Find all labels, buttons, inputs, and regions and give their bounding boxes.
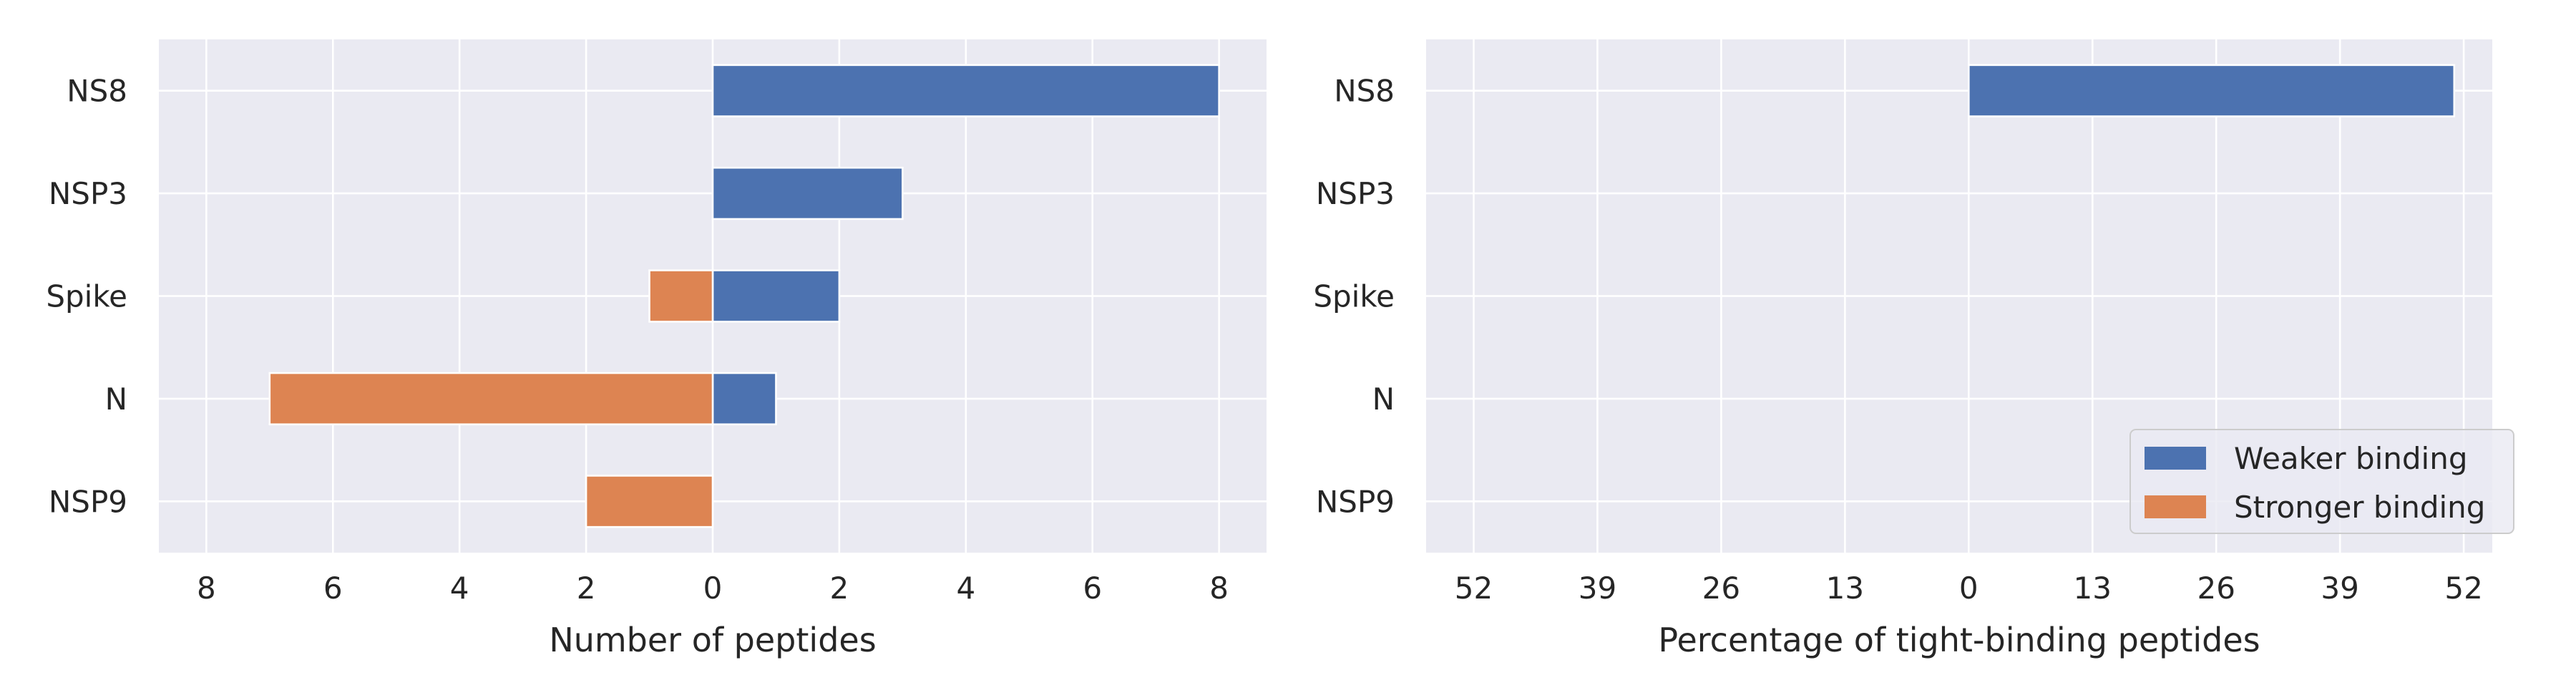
legend-swatch xyxy=(2145,447,2206,470)
x-tick-label: 4 xyxy=(956,571,975,606)
legend-label: Stronger binding xyxy=(2234,490,2485,525)
y-tick-label: NSP3 xyxy=(49,176,127,211)
bar-stronger-nsp9 xyxy=(585,475,714,528)
x-tick-label: 6 xyxy=(1083,571,1102,606)
legend: Weaker binding Stronger binding xyxy=(2129,429,2514,534)
y-tick-label: NS8 xyxy=(1334,74,1395,109)
y-tick-label: Spike xyxy=(1313,279,1395,314)
y-tick-label: NSP9 xyxy=(1316,484,1395,519)
x-tick-label: 6 xyxy=(323,571,343,606)
y-tick-label: Spike xyxy=(46,279,127,314)
y-tick-label: NSP9 xyxy=(49,484,127,519)
chart-panel-1: 8 6 4 2 0 2 4 6 8 NS8 NSP3 Spike N NSP9 Number of pept… xyxy=(46,39,1267,659)
legend-box xyxy=(2129,429,2514,534)
x-tick-label: 4 xyxy=(450,571,469,606)
x-tick-label: 26 xyxy=(2197,571,2235,606)
x-tick-label: 0 xyxy=(1959,571,1979,606)
x-tick-label: 13 xyxy=(1826,571,1864,606)
y-tick-label: NS8 xyxy=(67,74,127,109)
x-tick-label: 8 xyxy=(1209,571,1229,606)
y-tick-label: N xyxy=(105,382,127,417)
x-axis-label: Number of peptides xyxy=(549,621,876,659)
bar-weaker-ns8 xyxy=(711,64,1220,117)
x-tick-label: 52 xyxy=(1455,571,1493,606)
chart-panel-2: 52 39 26 13 0 13 26 39 52 NS8 NSP3 Spike N NSP9 Percen… xyxy=(1313,39,2514,659)
x-tick-label: 13 xyxy=(2074,571,2112,606)
legend-swatch xyxy=(2145,495,2206,518)
bar-weaker-spike xyxy=(711,269,841,323)
bar-weaker-n xyxy=(711,372,777,426)
x-tick-label: 39 xyxy=(1579,571,1616,606)
x-tick-label: 39 xyxy=(2321,571,2358,606)
x-tick-label: 26 xyxy=(1702,571,1740,606)
bar-stronger-spike xyxy=(648,269,714,323)
bar-weaker-nsp3 xyxy=(711,166,904,220)
x-tick-label: 2 xyxy=(577,571,596,606)
y-tick-label: N xyxy=(1372,382,1395,417)
bar-weaker-ns8 xyxy=(1968,64,2456,117)
legend-label: Weaker binding xyxy=(2234,441,2467,476)
x-tick-label: 0 xyxy=(703,571,723,606)
x-tick-label: 8 xyxy=(197,571,216,606)
y-tick-label: NSP3 xyxy=(1316,176,1395,211)
x-tick-label: 2 xyxy=(830,571,849,606)
bar-stronger-n xyxy=(268,372,714,426)
x-tick-label: 52 xyxy=(2444,571,2482,606)
x-axis-label: Percentage of tight-binding peptides xyxy=(1658,621,2260,659)
